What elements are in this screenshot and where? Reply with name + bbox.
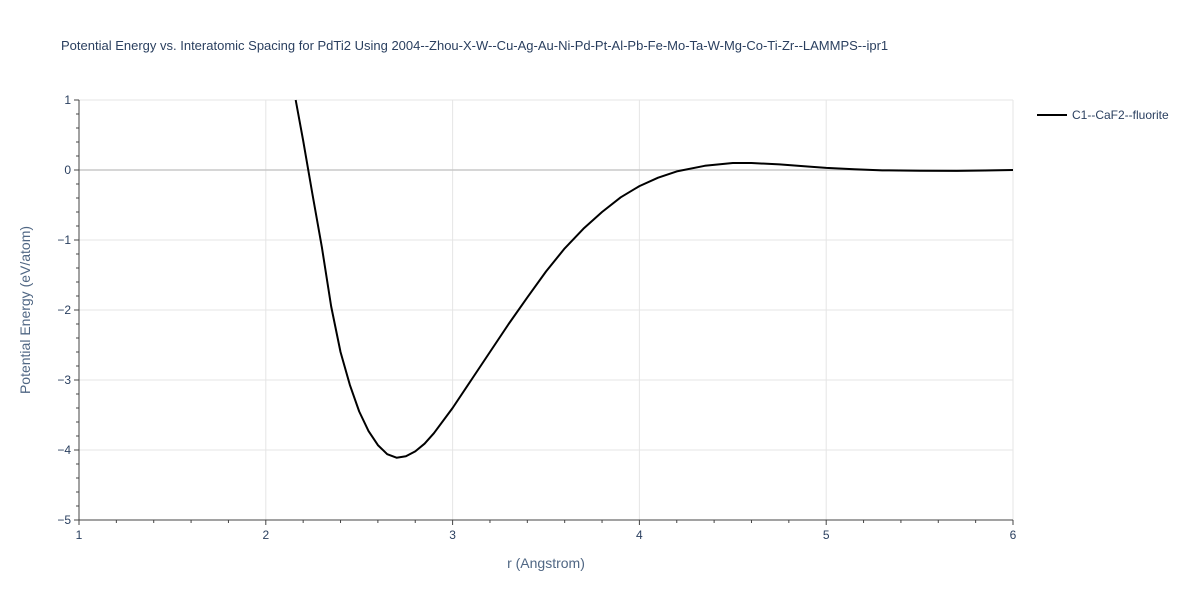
series-lines <box>294 99 1014 459</box>
axes <box>74 99 1014 525</box>
x-tick-label: 6 <box>1010 528 1017 542</box>
x-tick-label: 5 <box>823 528 830 542</box>
legend[interactable]: C1--CaF2--fluorite <box>1037 108 1169 122</box>
grid <box>79 99 1014 520</box>
y-tick-label: −2 <box>57 303 71 317</box>
x-tick-label: 3 <box>449 528 456 542</box>
y-tick-label: −1 <box>57 233 71 247</box>
legend-label: C1--CaF2--fluorite <box>1072 108 1169 122</box>
y-tick-label: −3 <box>57 373 71 387</box>
y-tick-label: 0 <box>64 163 71 177</box>
x-tick-label: 4 <box>636 528 643 542</box>
y-tick-label: 1 <box>64 93 71 107</box>
y-tick-labels: −5 −4 −3 −2 −1 0 1 <box>57 93 71 527</box>
chart-title: Potential Energy vs. Interatomic Spacing… <box>61 38 888 53</box>
x-tick-label: 1 <box>76 528 83 542</box>
y-tick-label: −4 <box>57 443 71 457</box>
x-tick-label: 2 <box>262 528 269 542</box>
x-tick-labels: 1 2 3 4 5 6 <box>76 528 1017 542</box>
x-axis-title: r (Angstrom) <box>507 555 585 571</box>
y-tick-label: −5 <box>57 513 71 527</box>
y-axis-title: Potential Energy (eV/atom) <box>17 226 33 394</box>
series-line <box>294 99 1014 459</box>
